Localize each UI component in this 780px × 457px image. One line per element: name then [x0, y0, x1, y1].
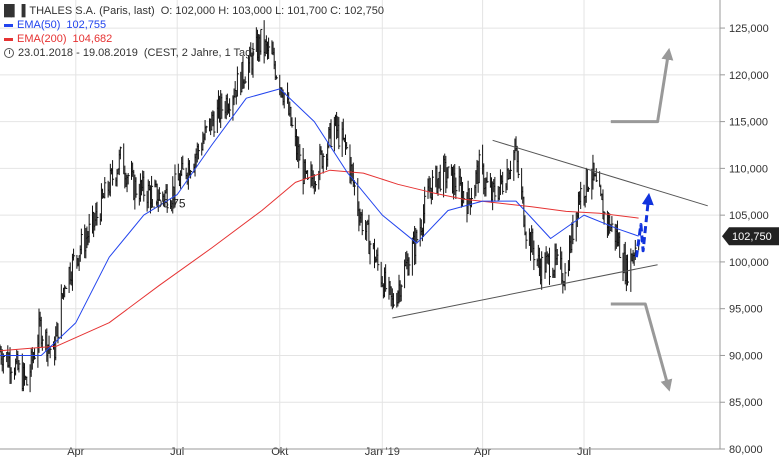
ema50-line — [0, 88, 639, 356]
ema200-value: 104,682 — [72, 33, 113, 45]
x-tick-label: Okt — [271, 446, 288, 457]
ema200-line — [0, 169, 639, 352]
date-range: 23.01.2018 - 19.08.2019 — [18, 47, 138, 59]
y-tick-label: 80,000 — [729, 444, 763, 456]
y-tick-label: 110,000 — [729, 163, 768, 175]
legend-ema50-row[interactable]: EMA(50) 102,755 — [4, 18, 384, 32]
legend-title-row: █▌▐ THALES S.A. (Paris, last) O: 102,000… — [4, 4, 384, 18]
ema200-swatch — [4, 37, 13, 41]
instrument-name: THALES S.A. (Paris, last) — [29, 5, 155, 17]
clock-icon — [4, 48, 14, 58]
local-high-label: 106,75 — [149, 197, 186, 211]
ema200-label: EMA(200) — [17, 33, 67, 45]
y-tick-label: 105,000 — [729, 210, 769, 222]
series-layer — [0, 20, 641, 393]
last-price-box — [722, 227, 779, 246]
upper-resistance-trendline — [492, 139, 708, 207]
x-tick-label: Jan '19 — [365, 446, 400, 457]
last-price-label: 102,750 — [732, 231, 772, 243]
x-tick-label: Jul — [577, 446, 591, 457]
y-tick-label: 100,000 — [729, 257, 769, 269]
annotation-layer — [392, 47, 708, 392]
bar-chart-icon: █▌▐ — [4, 5, 25, 17]
ema50-label: EMA(50) — [17, 19, 61, 31]
y-tick-label: 85,000 — [729, 397, 763, 409]
y-tick-label: 95,000 — [729, 304, 763, 316]
x-tick-label: Jul — [170, 446, 184, 457]
legend-range-row: 23.01.2018 - 19.08.2019 (CEST, 2 Jahre, … — [4, 46, 384, 60]
x-tick-label: Apr — [474, 446, 491, 457]
legend-ema200-row[interactable]: EMA(200) 104,682 — [4, 32, 384, 46]
y-tick-label: 125,000 — [729, 23, 769, 35]
lower-support-trendline — [392, 264, 658, 319]
bullish-scenario-arrow — [610, 47, 674, 124]
breakout-scenario-arrow — [634, 192, 654, 258]
label-layer: 106,75 102,750 — [149, 197, 779, 246]
y-tick-label: 120,000 — [729, 70, 769, 82]
price-series — [0, 20, 641, 393]
x-tick-label: Apr — [67, 446, 84, 457]
bearish-scenario-arrow — [610, 302, 673, 392]
range-note: (CEST, 2 Jahre, 1 Tag) — [143, 47, 255, 59]
chart-legend: █▌▐ THALES S.A. (Paris, last) O: 102,000… — [4, 4, 384, 60]
y-tick-label: 115,000 — [729, 117, 768, 129]
ema50-swatch — [4, 23, 13, 27]
ohlc-values: O: 102,000 H: 103,000 L: 101,700 C: 102,… — [160, 5, 384, 17]
y-tick-label: 90,000 — [729, 350, 763, 362]
ema50-value: 102,755 — [66, 19, 107, 31]
